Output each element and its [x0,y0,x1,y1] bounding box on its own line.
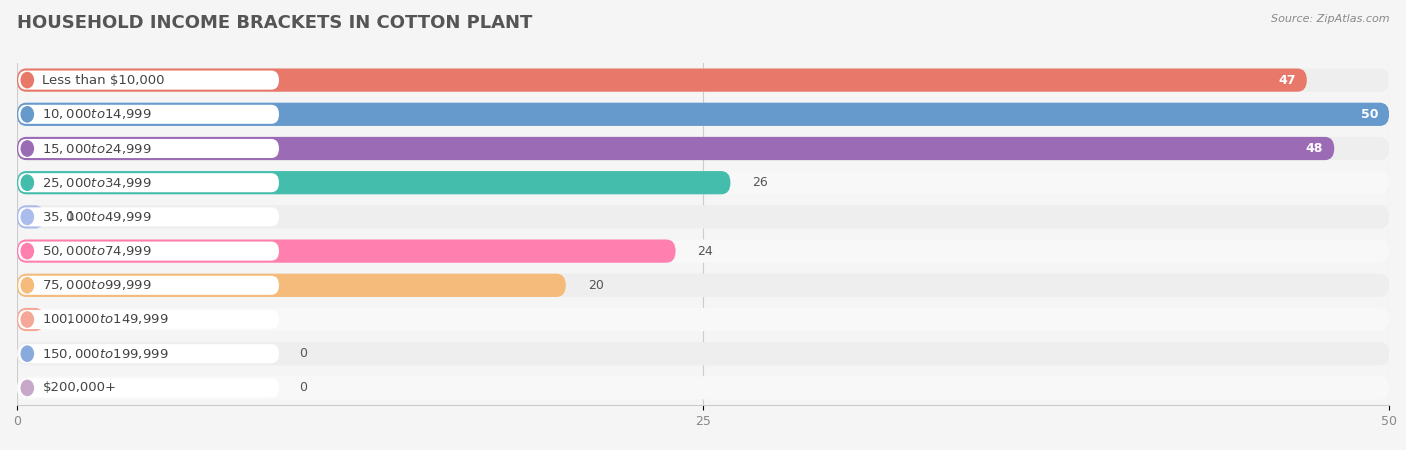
FancyBboxPatch shape [18,242,278,261]
FancyBboxPatch shape [18,207,278,226]
FancyBboxPatch shape [17,376,1389,400]
FancyBboxPatch shape [18,105,278,124]
Circle shape [21,346,34,361]
FancyBboxPatch shape [18,173,278,192]
Text: $75,000 to $99,999: $75,000 to $99,999 [42,278,152,293]
Circle shape [21,243,34,259]
Circle shape [21,107,34,122]
Circle shape [21,380,34,396]
Text: 24: 24 [697,245,713,257]
Text: 48: 48 [1306,142,1323,155]
FancyBboxPatch shape [17,68,1389,92]
Text: Less than $10,000: Less than $10,000 [42,74,165,86]
FancyBboxPatch shape [17,103,1389,126]
FancyBboxPatch shape [17,171,731,194]
Circle shape [21,175,34,190]
FancyBboxPatch shape [17,205,1389,229]
FancyBboxPatch shape [17,274,565,297]
Text: Source: ZipAtlas.com: Source: ZipAtlas.com [1271,14,1389,23]
FancyBboxPatch shape [17,308,1389,331]
FancyBboxPatch shape [17,171,1389,194]
Text: 47: 47 [1278,74,1296,86]
Text: $200,000+: $200,000+ [42,382,117,394]
FancyBboxPatch shape [17,274,1389,297]
FancyBboxPatch shape [18,310,278,329]
Text: 20: 20 [588,279,603,292]
Circle shape [21,72,34,88]
FancyBboxPatch shape [18,378,278,397]
Text: $150,000 to $199,999: $150,000 to $199,999 [42,346,169,361]
FancyBboxPatch shape [17,308,45,331]
Text: HOUSEHOLD INCOME BRACKETS IN COTTON PLANT: HOUSEHOLD INCOME BRACKETS IN COTTON PLAN… [17,14,533,32]
FancyBboxPatch shape [18,71,278,90]
FancyBboxPatch shape [17,342,1389,365]
FancyBboxPatch shape [17,205,45,229]
Text: $100,000 to $149,999: $100,000 to $149,999 [42,312,169,327]
FancyBboxPatch shape [17,137,1389,160]
Text: $50,000 to $74,999: $50,000 to $74,999 [42,244,152,258]
Text: $25,000 to $34,999: $25,000 to $34,999 [42,176,152,190]
FancyBboxPatch shape [18,139,278,158]
FancyBboxPatch shape [17,103,1389,126]
Circle shape [21,312,34,327]
Text: 0: 0 [299,347,308,360]
Text: 1: 1 [66,313,75,326]
FancyBboxPatch shape [17,239,675,263]
Text: 26: 26 [752,176,768,189]
Circle shape [21,278,34,293]
Text: $15,000 to $24,999: $15,000 to $24,999 [42,141,152,156]
Text: 0: 0 [299,382,308,394]
FancyBboxPatch shape [17,68,1306,92]
Circle shape [21,209,34,225]
Text: $10,000 to $14,999: $10,000 to $14,999 [42,107,152,122]
FancyBboxPatch shape [18,276,278,295]
Text: $35,000 to $49,999: $35,000 to $49,999 [42,210,152,224]
FancyBboxPatch shape [18,344,278,363]
Circle shape [21,141,34,156]
FancyBboxPatch shape [17,239,1389,263]
Text: 50: 50 [1361,108,1378,121]
FancyBboxPatch shape [17,137,1334,160]
Text: 1: 1 [66,211,75,223]
